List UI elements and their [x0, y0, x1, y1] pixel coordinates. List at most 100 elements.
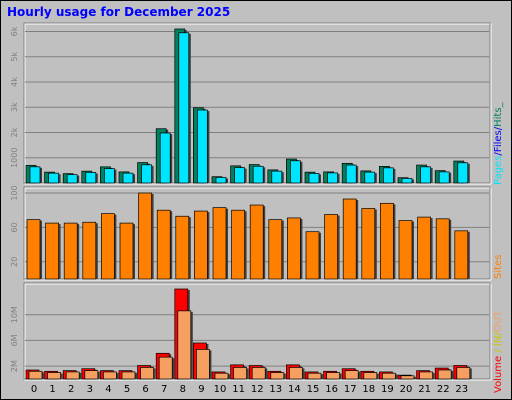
x-tick-11: 11 [232, 384, 245, 395]
bar-sites-17 [342, 198, 357, 280]
bar-out-22 [437, 369, 452, 380]
x-tick-10: 10 [214, 384, 227, 395]
bar-files-22 [438, 171, 450, 184]
x-tick-2: 2 [68, 384, 74, 395]
bar-out-5 [121, 371, 136, 380]
x-tick-14: 14 [288, 384, 301, 395]
x-tick-9: 9 [198, 384, 204, 395]
bar-out-4 [103, 371, 117, 380]
bar-sites-19 [380, 202, 394, 280]
legend-out: OUT [493, 310, 504, 333]
x-tick-18: 18 [362, 384, 375, 395]
bar-files-5 [122, 172, 134, 184]
bar-files-21 [420, 166, 431, 184]
bar-sites-8 [175, 215, 190, 280]
y-tick-0-1: 2k [10, 127, 19, 137]
bar-sites-14 [287, 217, 301, 280]
legend-suffix: _ [493, 102, 504, 108]
bar-sites-21 [417, 216, 431, 280]
legend-pages-files-hits: Pages/Files/Hits_ [493, 102, 504, 185]
bar-out-16 [326, 372, 340, 380]
legend-sep-4: / [493, 332, 504, 336]
x-tick-19: 19 [381, 384, 394, 395]
bar-files-3 [85, 172, 97, 184]
x-tick-4: 4 [105, 384, 111, 395]
y-tick-1-0: 20 [10, 257, 19, 267]
bar-files-7 [159, 132, 171, 184]
x-tick-1: 1 [49, 384, 55, 395]
legend-sep-1: / [493, 152, 504, 156]
bar-out-12 [251, 367, 266, 380]
legend-pages: Pages [493, 155, 504, 185]
legend-sites-label: Sites [493, 254, 504, 279]
chart-title: Hourly usage for December 2025 [7, 5, 231, 19]
legend-sep-3: / [493, 346, 504, 356]
bar-out-17 [344, 370, 359, 380]
panel-0-frame [23, 22, 491, 184]
y-tick-2-1: 6M [10, 334, 19, 346]
bar-sites-13 [268, 219, 283, 280]
bar-files-4 [104, 168, 115, 184]
bar-files-11 [234, 167, 245, 184]
x-tick-3: 3 [87, 384, 93, 395]
legend-sep-2: / [493, 126, 504, 131]
y-tick-1-2: 100 [10, 185, 19, 200]
bar-sites-11 [231, 209, 245, 280]
y-tick-0-4: 5k [10, 52, 19, 62]
bar-sites-10 [212, 207, 227, 280]
legend-sites: Sites [493, 255, 504, 279]
x-tick-16: 16 [325, 384, 338, 395]
y-tick-0-0: 1000 [10, 148, 19, 168]
bar-files-2 [66, 174, 78, 184]
x-tick-23: 23 [455, 384, 468, 395]
bar-out-13 [270, 372, 285, 380]
bar-sites-18 [361, 208, 376, 280]
legend-hits: Hits [493, 107, 504, 127]
bar-out-11 [233, 367, 247, 380]
bar-out-15 [307, 372, 322, 380]
bar-sites-9 [194, 210, 208, 280]
bar-files-15 [308, 173, 320, 184]
bar-sites-1 [45, 222, 59, 280]
bar-sites-12 [249, 204, 264, 280]
bar-sites-7 [156, 209, 171, 280]
bar-files-16 [327, 172, 338, 184]
x-tick-7: 7 [161, 384, 167, 395]
x-tick-20: 20 [400, 384, 413, 395]
y-tick-0-2: 3k [10, 102, 19, 112]
bar-sites-0 [26, 219, 41, 280]
bar-files-12 [252, 165, 264, 184]
bar-out-2 [65, 371, 80, 380]
x-tick-17: 17 [344, 384, 357, 395]
y-tick-1-1: 60 [10, 222, 19, 232]
bar-sites-20 [398, 220, 413, 280]
x-tick-5: 5 [124, 384, 130, 395]
bar-out-23 [456, 367, 471, 380]
bar-files-17 [345, 164, 357, 184]
bar-out-1 [47, 372, 61, 380]
bar-files-9 [197, 109, 208, 184]
bar-sites-2 [63, 222, 78, 280]
x-tick-8: 8 [180, 384, 186, 395]
bar-out-19 [382, 372, 396, 380]
panel-2-highlight [24, 283, 492, 381]
bar-out-3 [84, 370, 99, 380]
bar-sites-15 [305, 231, 320, 280]
legend-files: Files [493, 130, 504, 153]
bar-out-20 [400, 375, 415, 380]
x-tick-21: 21 [418, 384, 431, 395]
bar-sites-23 [454, 230, 469, 280]
bar-files-1 [48, 172, 59, 184]
x-tick-22: 22 [437, 384, 450, 395]
bar-files-10 [215, 177, 227, 184]
bar-out-18 [363, 372, 378, 380]
bar-out-14 [289, 367, 303, 380]
bar-sites-16 [324, 214, 338, 280]
panel-1-highlight [24, 187, 492, 281]
bar-sites-6 [138, 192, 152, 280]
bar-sites-4 [101, 213, 115, 280]
bar-files-23 [457, 162, 469, 184]
panel-0-highlight [24, 23, 492, 185]
